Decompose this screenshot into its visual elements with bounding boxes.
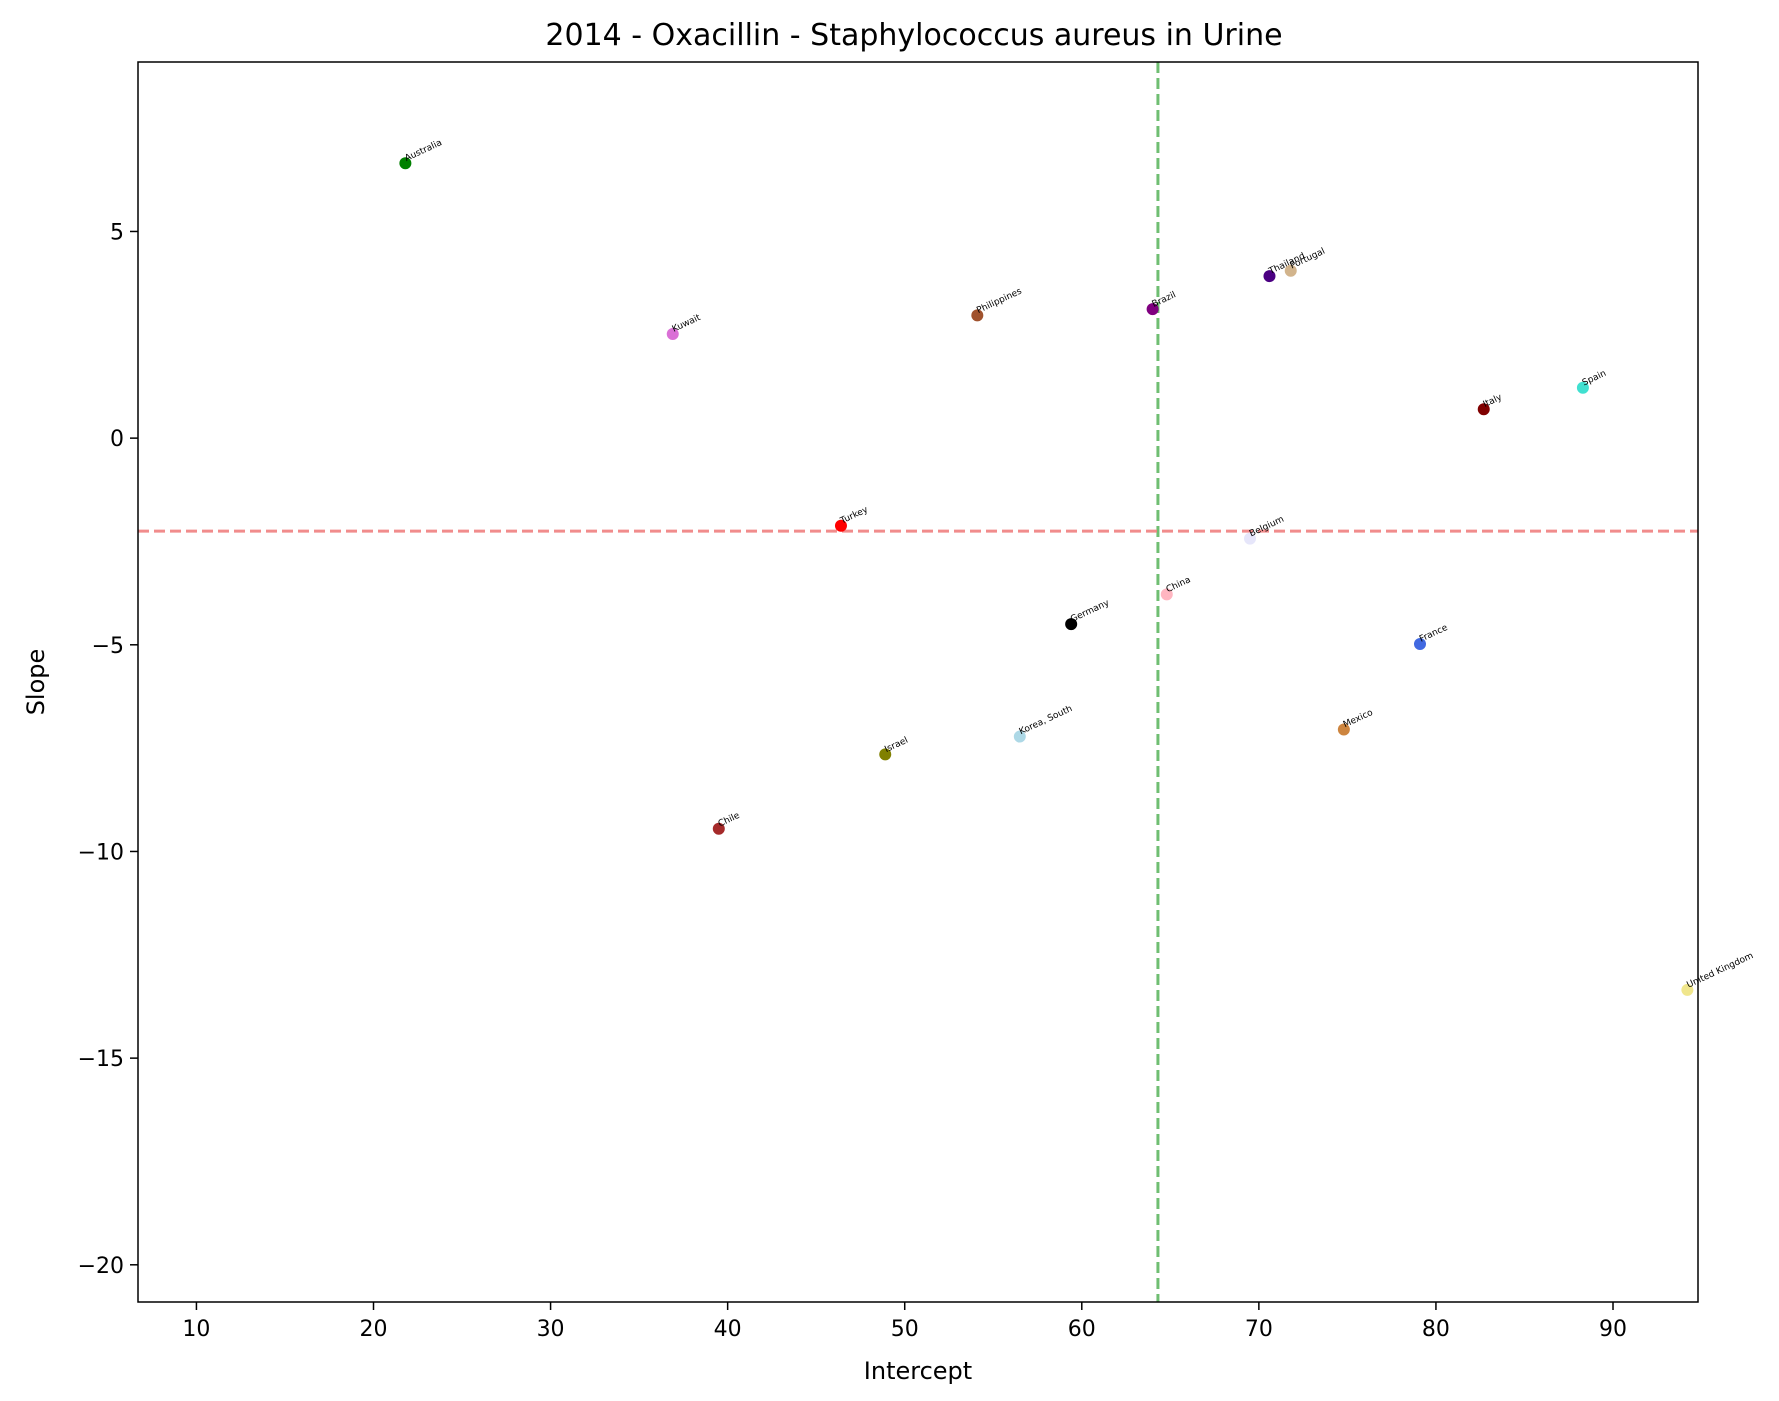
data-point [1263,270,1276,283]
x-tick-label: 10 [182,1317,210,1342]
data-point [879,748,892,761]
data-point [1681,983,1694,996]
data-point [666,327,679,340]
x-tick-label: 80 [1422,1317,1450,1342]
data-point [1160,588,1173,601]
data-point [1244,532,1257,545]
data-point [1284,264,1297,277]
axes-frame [137,61,1699,1303]
x-tick-label: 40 [714,1317,742,1342]
data-point [971,309,984,322]
data-point [834,519,847,532]
y-axis-label: Slope [22,649,50,716]
data-point [1013,730,1026,743]
x-tick-label: 50 [891,1317,919,1342]
y-tick-label: 0 [110,427,124,452]
chart-title: 2014 - Oxacillin - Staphylococcus aureus… [545,18,1282,53]
y-tick-label: −20 [78,1254,124,1279]
y-tick-label: 5 [110,220,124,245]
x-axis-label: Intercept [864,1357,972,1385]
data-point [1576,381,1589,394]
data-point [1065,618,1078,631]
data-point [1413,637,1426,650]
y-tick-label: −10 [78,840,124,865]
x-tick-label: 30 [537,1317,565,1342]
x-tick-label: 60 [1068,1317,1096,1342]
x-tick-label: 70 [1245,1317,1273,1342]
data-point [1477,403,1490,416]
y-tick-label: −15 [78,1047,124,1072]
x-tick-label: 90 [1599,1317,1627,1342]
data-point [399,157,412,170]
data-point [1337,723,1350,736]
data-point [1146,303,1159,316]
y-tick-label: −5 [92,634,124,659]
x-tick-label: 20 [360,1317,388,1342]
data-point [712,822,725,835]
